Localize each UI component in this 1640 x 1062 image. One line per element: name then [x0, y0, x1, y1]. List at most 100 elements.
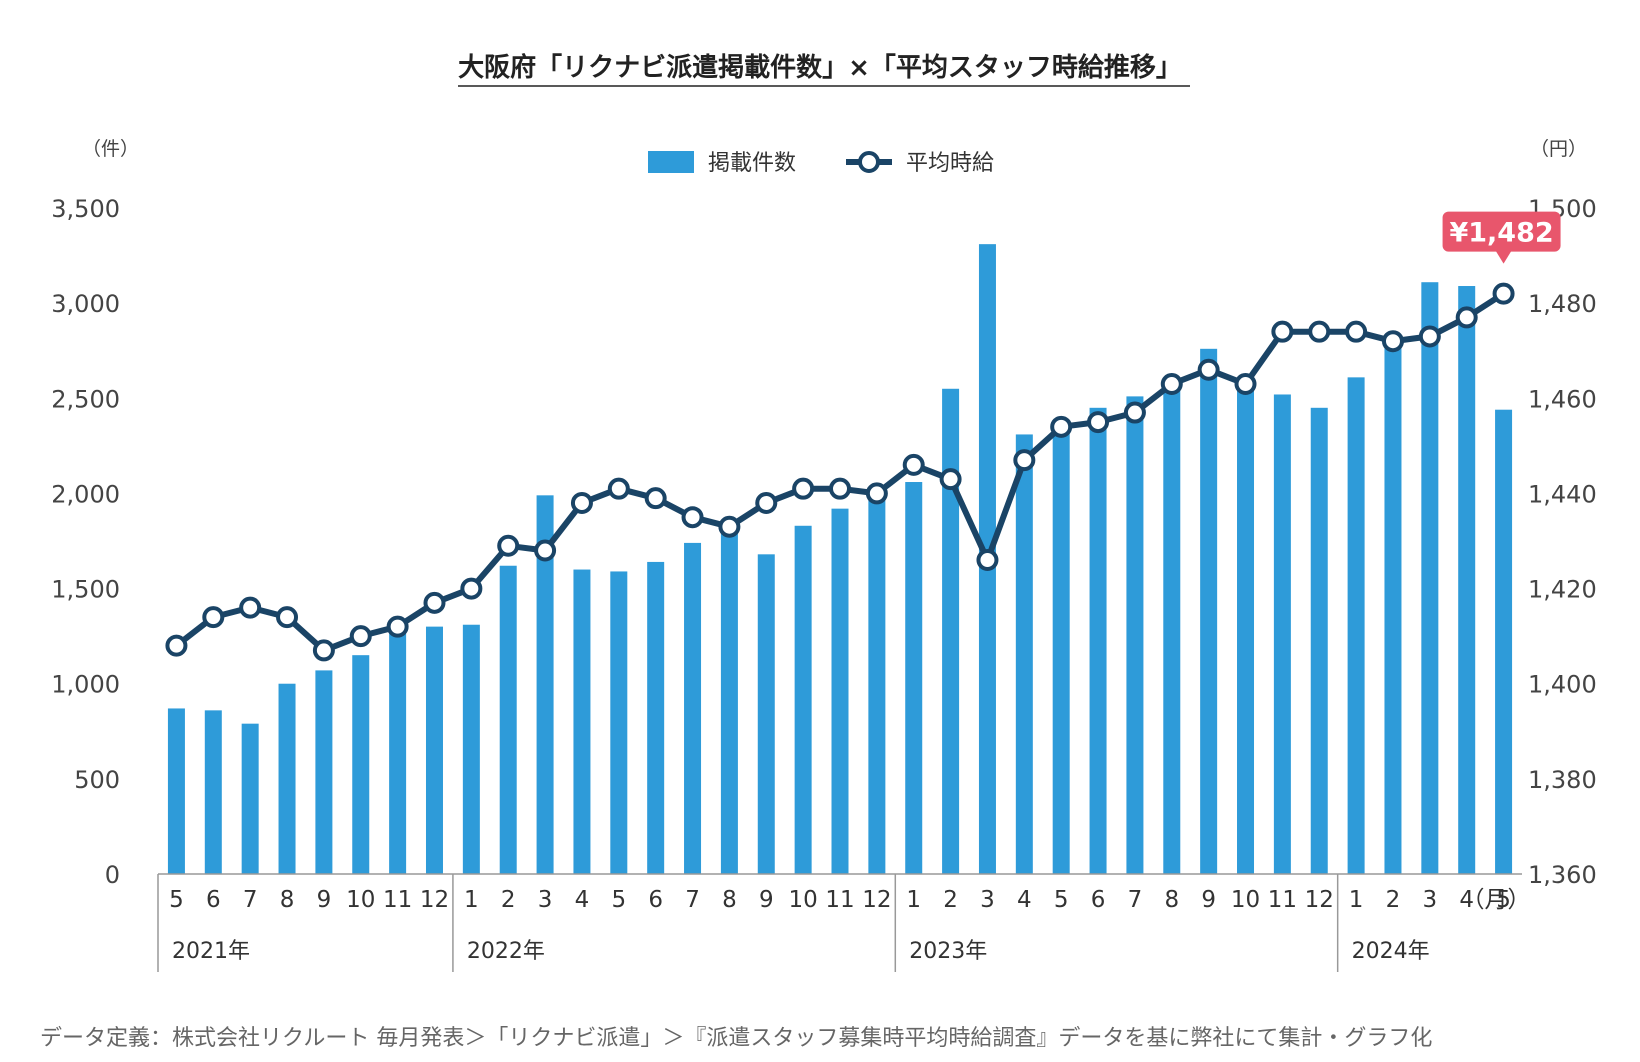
bar: [167, 708, 185, 874]
wage-point: [1160, 373, 1183, 396]
wage-point: [460, 577, 483, 600]
wage-point: [681, 506, 704, 529]
left-tick-label: 2,000: [51, 480, 120, 508]
left-tick-label: 1,500: [51, 576, 120, 604]
month-label: 9: [759, 887, 774, 913]
wage-point: [165, 634, 188, 657]
bar: [1015, 434, 1033, 874]
month-label: 6: [1091, 887, 1106, 913]
bar: [1273, 394, 1291, 874]
bar: [647, 561, 665, 874]
right-tick-label: 1,460: [1528, 385, 1597, 413]
month-label: 5: [169, 887, 184, 913]
line-series: [165, 282, 1515, 662]
wage-point: [1050, 415, 1073, 438]
wage-point: [1381, 330, 1404, 353]
wage-point: [1455, 306, 1478, 329]
month-label: 7: [685, 887, 700, 913]
left-axis-unit: （件）: [82, 138, 139, 160]
left-tick-label: 3,000: [51, 290, 120, 318]
month-label: 6: [648, 887, 663, 913]
month-label: 3: [1423, 887, 1438, 913]
wage-point: [644, 487, 667, 510]
bar: [315, 670, 333, 874]
axis-lines: [157, 873, 1522, 972]
month-label: 3: [980, 887, 995, 913]
month-label: 2: [943, 887, 958, 913]
right-axis-unit: （円）: [1530, 138, 1587, 160]
wage-point: [1308, 320, 1331, 343]
month-unit-label: （月）: [1462, 887, 1531, 913]
month-label: 8: [722, 887, 737, 913]
wage-point: [570, 491, 593, 514]
wage-point: [718, 515, 741, 538]
value-callout: ¥1,482: [1442, 211, 1561, 264]
right-tick-label: 1,420: [1528, 576, 1597, 604]
right-tick-label: 1,480: [1528, 290, 1597, 318]
month-label: 1: [1349, 887, 1364, 913]
month-label: 10: [1231, 887, 1260, 913]
year-label: 2022年: [467, 939, 545, 964]
wage-point: [423, 591, 446, 614]
month-label: 11: [825, 887, 854, 913]
wage-point: [202, 606, 225, 629]
wage-point: [1013, 449, 1036, 472]
bar: [1384, 345, 1402, 874]
bar: [1200, 348, 1218, 875]
year-label: 2021年: [172, 939, 250, 964]
year-labels: 2021年 2022年 2023年 2024年: [172, 939, 1430, 964]
bar: [1089, 407, 1107, 874]
left-tick-label: 0: [105, 861, 120, 889]
bar: [1052, 428, 1070, 874]
month-label: 10: [788, 887, 817, 913]
legend-bar-label: 掲載件数: [708, 151, 796, 176]
wage-point: [349, 625, 372, 648]
right-tick-label: 1,380: [1528, 766, 1597, 794]
legend-bar-swatch: [648, 151, 694, 173]
bar: [868, 493, 886, 874]
bar: [1310, 407, 1328, 874]
month-label: 7: [243, 887, 258, 913]
right-tick-label: 1,440: [1528, 480, 1597, 508]
month-label: 4: [575, 887, 590, 913]
bar: [499, 565, 517, 874]
left-axis-ticks: 0 500 1,000 1,500 2,000 2,500 3,000 3,500: [51, 195, 120, 889]
wage-point: [902, 453, 925, 476]
left-tick-label: 2,500: [51, 385, 120, 413]
bar: [204, 710, 222, 874]
wage-point: [276, 606, 299, 629]
month-label: 8: [280, 887, 295, 913]
bar: [794, 525, 812, 874]
wage-point: [1271, 320, 1294, 343]
month-label: 3: [538, 887, 553, 913]
legend-line-marker: [858, 151, 880, 173]
bar: [389, 632, 407, 874]
wage-point: [239, 596, 262, 619]
left-tick-label: 500: [74, 766, 120, 794]
wage-point: [1418, 325, 1441, 348]
bar: [1126, 396, 1144, 874]
callout-pointer: [1495, 250, 1512, 264]
wage-point: [1123, 401, 1146, 424]
bar: [241, 723, 259, 874]
month-label: 1: [906, 887, 921, 913]
month-label: 12: [420, 887, 449, 913]
footnote: データ定義：株式会社リクルート 毎月発表＞「リクナビ派遣」＞『派遣スタッフ募集時…: [40, 1026, 1432, 1051]
wage-point: [497, 534, 520, 557]
month-label: 5: [611, 887, 626, 913]
wage-point: [534, 539, 557, 562]
bar: [425, 626, 443, 874]
legend: 掲載件数 平均時給: [648, 151, 994, 176]
wage-point: [829, 477, 851, 500]
bar: [905, 482, 923, 874]
wage-point: [1234, 373, 1257, 396]
month-label: 12: [1305, 887, 1334, 913]
month-label: 5: [1054, 887, 1069, 913]
callout-value: ¥1,482: [1449, 218, 1553, 249]
month-label: 5: [1496, 887, 1511, 913]
month-label: 11: [1268, 887, 1297, 913]
month-label: 2: [501, 887, 516, 913]
month-label: 4: [1459, 887, 1474, 913]
bar: [684, 542, 702, 874]
